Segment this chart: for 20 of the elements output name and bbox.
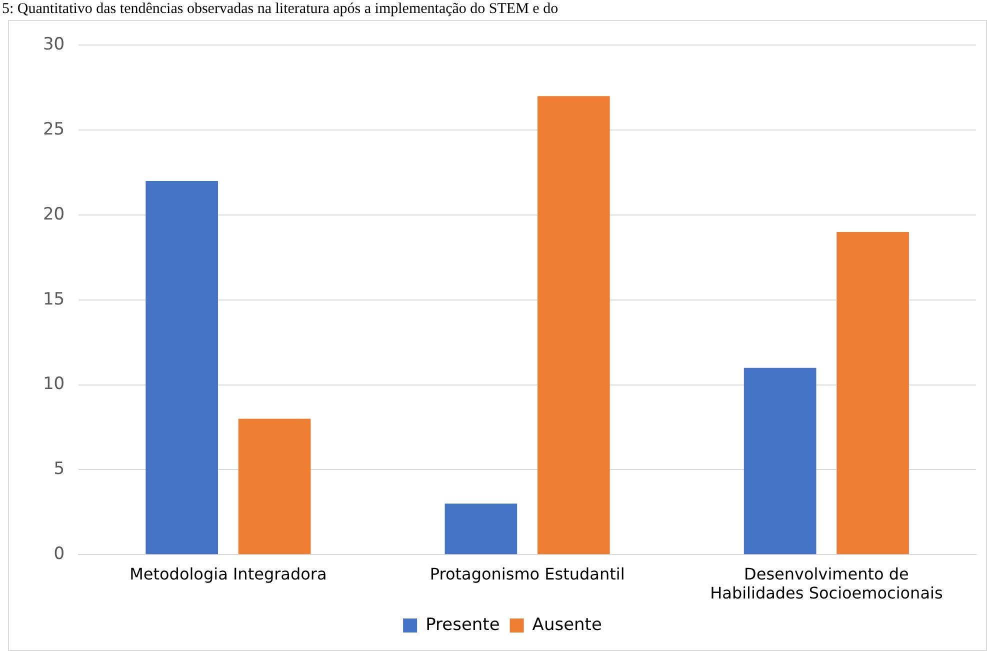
legend-label: Presente xyxy=(426,614,500,635)
y-tick-label: 20 xyxy=(42,204,65,224)
bar xyxy=(744,368,816,554)
bar xyxy=(444,504,518,554)
legend-label: Ausente xyxy=(532,614,602,635)
chart-title: 5: Quantitativo das tendências observadas na literatura após a implementação do STEM e do xyxy=(1,0,560,18)
y-tick-label: 5 xyxy=(54,459,65,480)
category-label: Protagonismo Estudantil xyxy=(430,564,625,584)
y-tick-label: 15 xyxy=(42,289,65,310)
bar xyxy=(238,418,311,554)
bar xyxy=(146,181,218,554)
category-label: Desenvolvimento de xyxy=(744,564,909,584)
bar xyxy=(836,232,909,554)
y-tick-label: 0 xyxy=(54,544,65,564)
bar xyxy=(538,96,610,554)
category-label: Habilidades Socioemocionais xyxy=(710,584,943,603)
y-tick-label: 25 xyxy=(42,120,65,140)
y-tick-label: 30 xyxy=(42,34,65,55)
category-label: Metodologia Integradora xyxy=(130,564,327,584)
y-tick-label: 10 xyxy=(42,374,65,394)
